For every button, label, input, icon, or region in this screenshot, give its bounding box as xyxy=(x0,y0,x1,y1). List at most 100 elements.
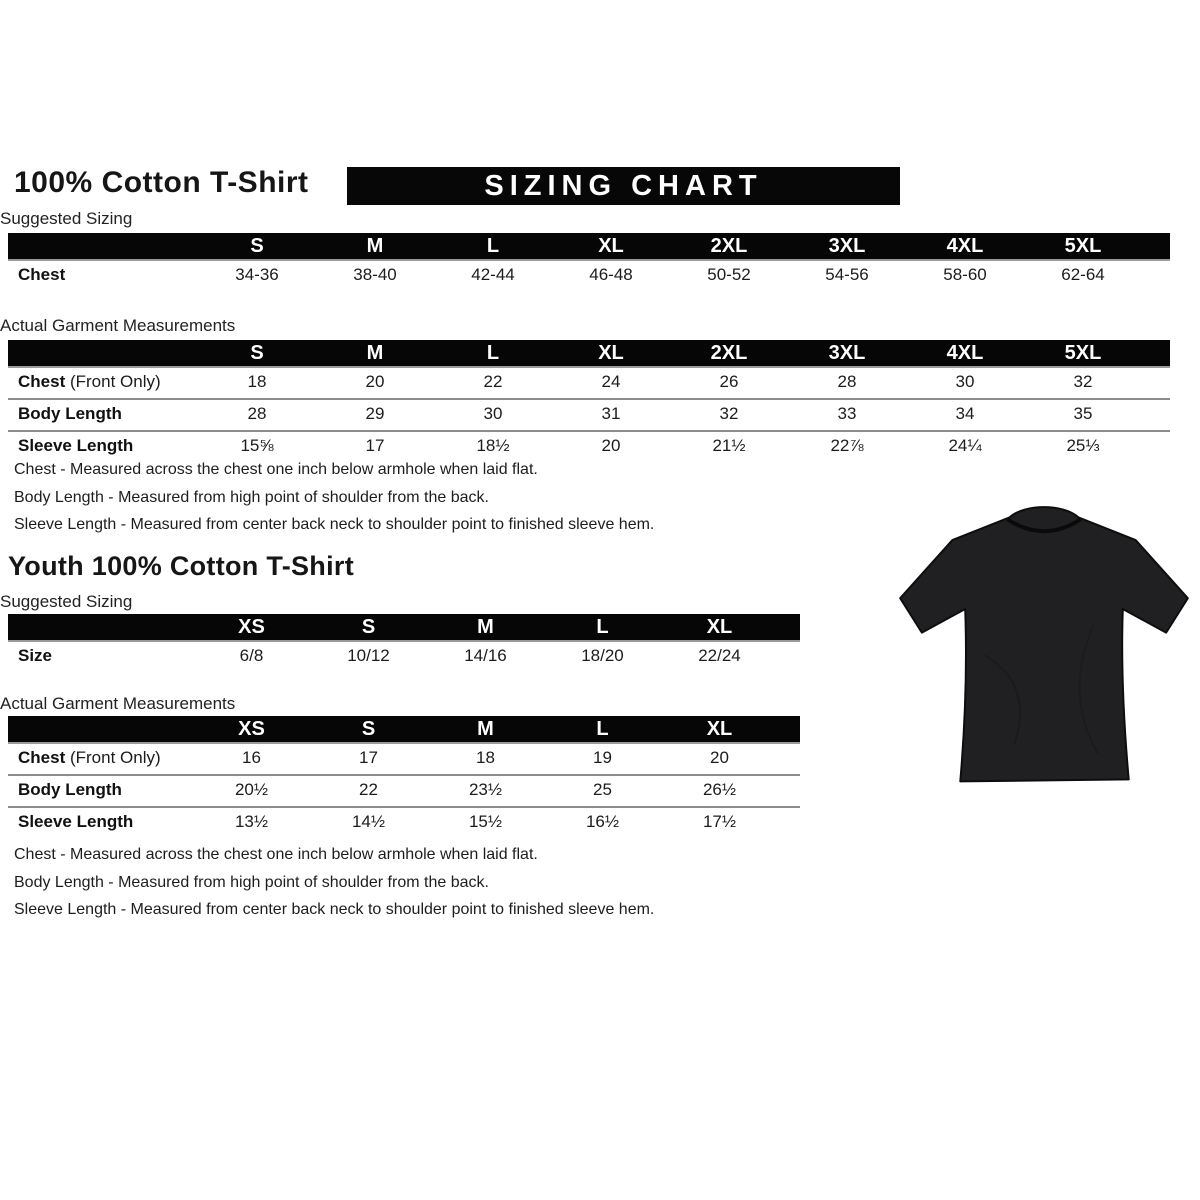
table-row: Chest (Front Only) 18 20 22 24 26 28 30 … xyxy=(8,367,1170,399)
table-row: Sleeve Length 13½ 14½ 15½ 16½ 17½ xyxy=(8,807,800,838)
cell: 15⅝ xyxy=(240,436,274,455)
row-label-body-length: Body Length xyxy=(18,780,122,799)
cell: 50-52 xyxy=(707,265,751,284)
cell: 17 xyxy=(365,436,385,455)
cell: 22/24 xyxy=(698,646,741,665)
cell: 35 xyxy=(1073,404,1093,423)
adult-agm-label: Actual Garment Measurements xyxy=(0,316,236,335)
cell: 20½ xyxy=(234,780,269,799)
cell-spacer xyxy=(778,641,800,672)
youth-suggested-header-row: XS S M L XL xyxy=(8,614,800,642)
cell: 24 xyxy=(601,372,621,391)
cell: 26½ xyxy=(702,780,737,799)
cell: 30 xyxy=(483,404,503,423)
row-label-size: Size xyxy=(18,646,53,665)
size-header: S xyxy=(310,614,427,642)
cell: 33 xyxy=(837,404,857,423)
row-label-body-length: Body Length xyxy=(18,404,122,423)
cell: 14½ xyxy=(351,812,386,831)
cell: 24¼ xyxy=(948,436,982,455)
note-line: Chest - Measured across the chest one in… xyxy=(14,461,538,478)
size-header: L xyxy=(434,340,552,368)
cell: 30 xyxy=(955,372,975,391)
header-spacer xyxy=(778,716,800,744)
size-header: 4XL xyxy=(906,233,1024,261)
cell: 34-36 xyxy=(235,265,279,284)
cell-spacer xyxy=(1142,367,1170,399)
size-header: 5XL xyxy=(1024,340,1142,368)
size-header: XL xyxy=(661,614,778,642)
cell: 42-44 xyxy=(471,265,515,284)
cell: 58-60 xyxy=(943,265,987,284)
cell: 13½ xyxy=(234,812,269,831)
size-header: XL xyxy=(552,233,670,261)
size-header: L xyxy=(434,233,552,261)
cell: 38-40 xyxy=(353,265,397,284)
cell: 20 xyxy=(710,748,729,767)
table-row: Body Length 28 29 30 31 32 33 34 35 xyxy=(8,399,1170,431)
size-header: 2XL xyxy=(670,340,788,368)
tshirt-icon xyxy=(899,506,1189,783)
note-line: Sleeve Length - Measured from center bac… xyxy=(14,901,655,918)
youth-measurement-notes: Chest - Measured across the chest one in… xyxy=(14,841,654,924)
cell-spacer xyxy=(1142,399,1170,431)
cell: 18 xyxy=(247,372,267,391)
row-label-sleeve-length: Sleeve Length xyxy=(18,436,134,455)
size-header: S xyxy=(198,340,316,368)
size-header: XL xyxy=(552,340,670,368)
cell: 34 xyxy=(955,404,975,423)
row-label-chest: Chest xyxy=(18,265,66,284)
row-label-chest-front-only: Chest (Front Only) xyxy=(18,748,161,767)
size-header: XS xyxy=(193,614,310,642)
cell: 18½ xyxy=(476,436,510,455)
header-spacer xyxy=(778,614,800,642)
cell: 17½ xyxy=(702,812,737,831)
youth-agm-header-row: XS S M L XL xyxy=(8,716,800,744)
cell: 22 xyxy=(359,780,378,799)
cell: 32 xyxy=(719,404,739,423)
size-header: M xyxy=(316,233,434,261)
cell: 22 xyxy=(483,372,503,391)
size-header: XL xyxy=(661,716,778,744)
header-spacer xyxy=(1142,340,1170,368)
cell: 28 xyxy=(837,372,857,391)
cell: 16 xyxy=(242,748,261,767)
size-header: 3XL xyxy=(788,233,906,261)
header-spacer xyxy=(8,716,193,744)
cell-spacer xyxy=(1142,431,1170,462)
size-header: S xyxy=(198,233,316,261)
page-title: 100% Cotton T-Shirt xyxy=(14,166,309,199)
cell: 18 xyxy=(476,748,495,767)
youth-suggested-sizing-label: Suggested Sizing xyxy=(0,592,133,611)
youth-section-title: Youth 100% Cotton T-Shirt xyxy=(8,551,354,581)
adult-suggested-sizing-table: S M L XL 2XL 3XL 4XL 5XL Chest 34-36 38-… xyxy=(8,233,1170,291)
table-row: Body Length 20½ 22 23½ 25 26½ xyxy=(8,775,800,807)
row-label-chest-front-only: Chest (Front Only) xyxy=(18,372,161,391)
note-line: Body Length - Measured from high point o… xyxy=(14,873,489,891)
cell-spacer xyxy=(1142,260,1170,291)
table-row: Sleeve Length 15⅝ 17 18½ 20 21½ 22⅞ 24¼ … xyxy=(8,431,1170,462)
adult-suggested-header-row: S M L XL 2XL 3XL 4XL 5XL xyxy=(8,233,1170,261)
cell: 54-56 xyxy=(825,265,869,284)
table-row: Chest (Front Only) 16 17 18 19 20 xyxy=(8,743,800,775)
note-line: Chest - Measured across the chest one in… xyxy=(14,846,538,863)
youth-suggested-sizing-table: XS S M L XL Size 6/8 10/12 14/16 18/20 2… xyxy=(8,614,800,672)
size-header: S xyxy=(310,716,427,744)
cell: 14/16 xyxy=(464,646,507,665)
size-header: 3XL xyxy=(788,340,906,368)
cell: 21½ xyxy=(712,436,746,455)
size-header: XS xyxy=(193,716,310,744)
cell: 46-48 xyxy=(589,265,633,284)
table-row: Size 6/8 10/12 14/16 18/20 22/24 xyxy=(8,641,800,672)
cell: 26 xyxy=(719,372,739,391)
row-label-sleeve-length: Sleeve Length xyxy=(18,812,134,831)
adult-agm-header-row: S M L XL 2XL 3XL 4XL 5XL xyxy=(8,340,1170,368)
header-spacer xyxy=(8,233,198,261)
cell: 10/12 xyxy=(347,646,390,665)
adult-agm-table: S M L XL 2XL 3XL 4XL 5XL Chest (Front On… xyxy=(8,340,1170,462)
cell: 6/8 xyxy=(239,646,264,665)
black-tshirt-image xyxy=(893,478,1195,808)
size-header: L xyxy=(544,614,661,642)
size-header: 5XL xyxy=(1024,233,1142,261)
adult-measurement-notes: Chest - Measured across the chest one in… xyxy=(14,456,654,539)
